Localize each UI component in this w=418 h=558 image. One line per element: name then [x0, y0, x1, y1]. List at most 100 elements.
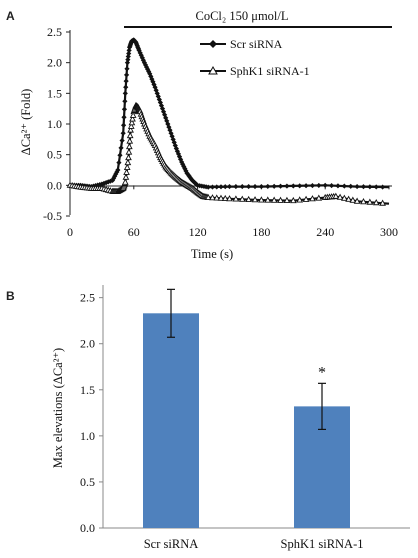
- a-x-ticks: 0 60 120 180 240 300: [67, 185, 398, 239]
- data-point-scr: [239, 183, 245, 190]
- data-point-scr: [122, 90, 128, 96]
- b-y-tick-label: 1.5: [80, 383, 95, 397]
- data-point-scr: [126, 47, 132, 53]
- data-point-sphk1: [126, 137, 134, 144]
- a-x-tick-label: 180: [252, 225, 270, 239]
- data-point-scr: [105, 179, 111, 185]
- data-point-sphk1: [264, 196, 272, 203]
- data-point-scr: [303, 183, 309, 189]
- data-point-sphk1: [332, 192, 340, 199]
- data-point-scr: [322, 182, 328, 188]
- bar-scr: [143, 313, 199, 528]
- data-point-scr: [380, 184, 386, 190]
- data-point-sphk1: [258, 196, 265, 203]
- panel-a: A CoCl₂ 150 μmol/L -0.5 0.0 0.5 1.0 1.5 2.0 2.…: [6, 9, 398, 261]
- data-point-scr: [121, 106, 128, 112]
- data-point-scr: [123, 78, 129, 84]
- data-point-sphk1: [213, 194, 221, 201]
- data-point-sphk1: [289, 196, 297, 204]
- data-point-sphk1: [125, 148, 133, 155]
- a-y-tick-label: 1.0: [47, 117, 62, 131]
- b-y-tick-label: 2.0: [80, 337, 95, 351]
- a-x-tick-label: 300: [380, 225, 398, 239]
- a-x-tick-label: 0: [67, 225, 73, 239]
- data-point-scr: [360, 184, 367, 190]
- data-point-sphk1: [309, 195, 316, 202]
- data-point-sphk1: [232, 195, 240, 202]
- data-point-scr: [103, 180, 109, 186]
- b-y-ticks: 0.0 0.5 1.0 1.5 2.0 2.5: [80, 291, 103, 535]
- data-point-scr: [118, 145, 124, 151]
- data-point-scr: [354, 183, 360, 190]
- data-point-sphk1: [217, 194, 225, 201]
- data-point-scr: [290, 183, 296, 189]
- legend-marker-triangle: [208, 65, 218, 75]
- data-point-sphk1: [336, 193, 344, 200]
- a-y-tick-label: 0.5: [47, 148, 62, 162]
- data-point-sphk1: [360, 198, 367, 205]
- legend-marker-diamond: [209, 40, 217, 48]
- panel-a-letter: A: [6, 9, 15, 23]
- data-point-scr: [222, 184, 228, 190]
- data-point-scr: [125, 53, 131, 60]
- b-y-tick-label: 0.5: [80, 475, 95, 489]
- data-point-scr: [277, 183, 284, 189]
- data-point-scr: [265, 183, 271, 190]
- data-point-sphk1: [122, 173, 130, 180]
- data-point-scr: [121, 114, 127, 120]
- series-line-scr: [70, 38, 390, 189]
- panel-b-letter: B: [6, 289, 15, 303]
- data-point-scr: [115, 167, 121, 173]
- treatment-annotation: CoCl₂ 150 μmol/L: [195, 9, 288, 23]
- data-point-scr: [218, 184, 224, 190]
- data-point-scr: [137, 50, 143, 56]
- significance-marker: *: [318, 364, 326, 381]
- a-y-tick-label: 1.5: [47, 86, 62, 100]
- data-point-scr: [124, 66, 130, 72]
- data-point-sphk1: [221, 194, 229, 202]
- data-point-sphk1: [128, 119, 136, 126]
- a-y-ticks: -0.5 0.0 0.5 1.0 1.5 2.0 2.5: [43, 25, 70, 223]
- b-y-tick-label: 1.0: [80, 429, 95, 443]
- a-x-tick-label: 60: [128, 225, 140, 239]
- data-point-sphk1: [209, 194, 216, 201]
- data-point-scr: [117, 152, 123, 158]
- data-point-scr: [335, 183, 341, 189]
- a-legend: Scr siRNA SphK1 siRNA-1: [200, 37, 310, 78]
- data-point-sphk1: [121, 178, 129, 185]
- data-point-scr: [122, 98, 128, 104]
- data-point-scr: [348, 183, 354, 189]
- data-point-scr: [214, 184, 220, 190]
- data-point-scr: [120, 122, 127, 128]
- data-point-sphk1: [353, 197, 361, 204]
- b-y-tick-label: 2.5: [80, 291, 95, 305]
- data-point-sphk1: [345, 195, 352, 202]
- data-point-sphk1: [270, 196, 278, 203]
- data-point-scr: [124, 60, 131, 66]
- data-point-sphk1: [372, 199, 380, 206]
- data-point-scr: [309, 182, 316, 189]
- data-point-scr: [125, 57, 131, 63]
- data-point-scr: [297, 183, 303, 189]
- data-point-scr: [271, 183, 277, 189]
- b-category-label: SphK1 siRNA-1: [281, 537, 364, 551]
- data-point-sphk1: [226, 195, 233, 202]
- data-point-sphk1: [245, 195, 252, 203]
- data-point-sphk1: [126, 131, 134, 139]
- a-y-tick-label: 2.0: [47, 56, 62, 70]
- data-point-scr: [226, 183, 233, 190]
- data-point-sphk1: [379, 199, 386, 206]
- data-point-scr: [120, 130, 126, 136]
- data-point-scr: [119, 137, 125, 144]
- a-y-axis-label: ΔCa²⁺ (Fold): [19, 89, 33, 156]
- data-point-sphk1: [283, 196, 291, 203]
- a-x-axis-label: Time (s): [191, 247, 233, 261]
- data-point-scr: [373, 184, 379, 190]
- data-point-scr: [205, 184, 211, 190]
- b-category-label: Scr siRNA: [144, 537, 199, 551]
- data-point-scr: [252, 183, 258, 190]
- data-point-scr: [123, 84, 129, 90]
- b-y-tick-label: 0.0: [80, 521, 95, 535]
- data-point-sphk1: [125, 142, 133, 150]
